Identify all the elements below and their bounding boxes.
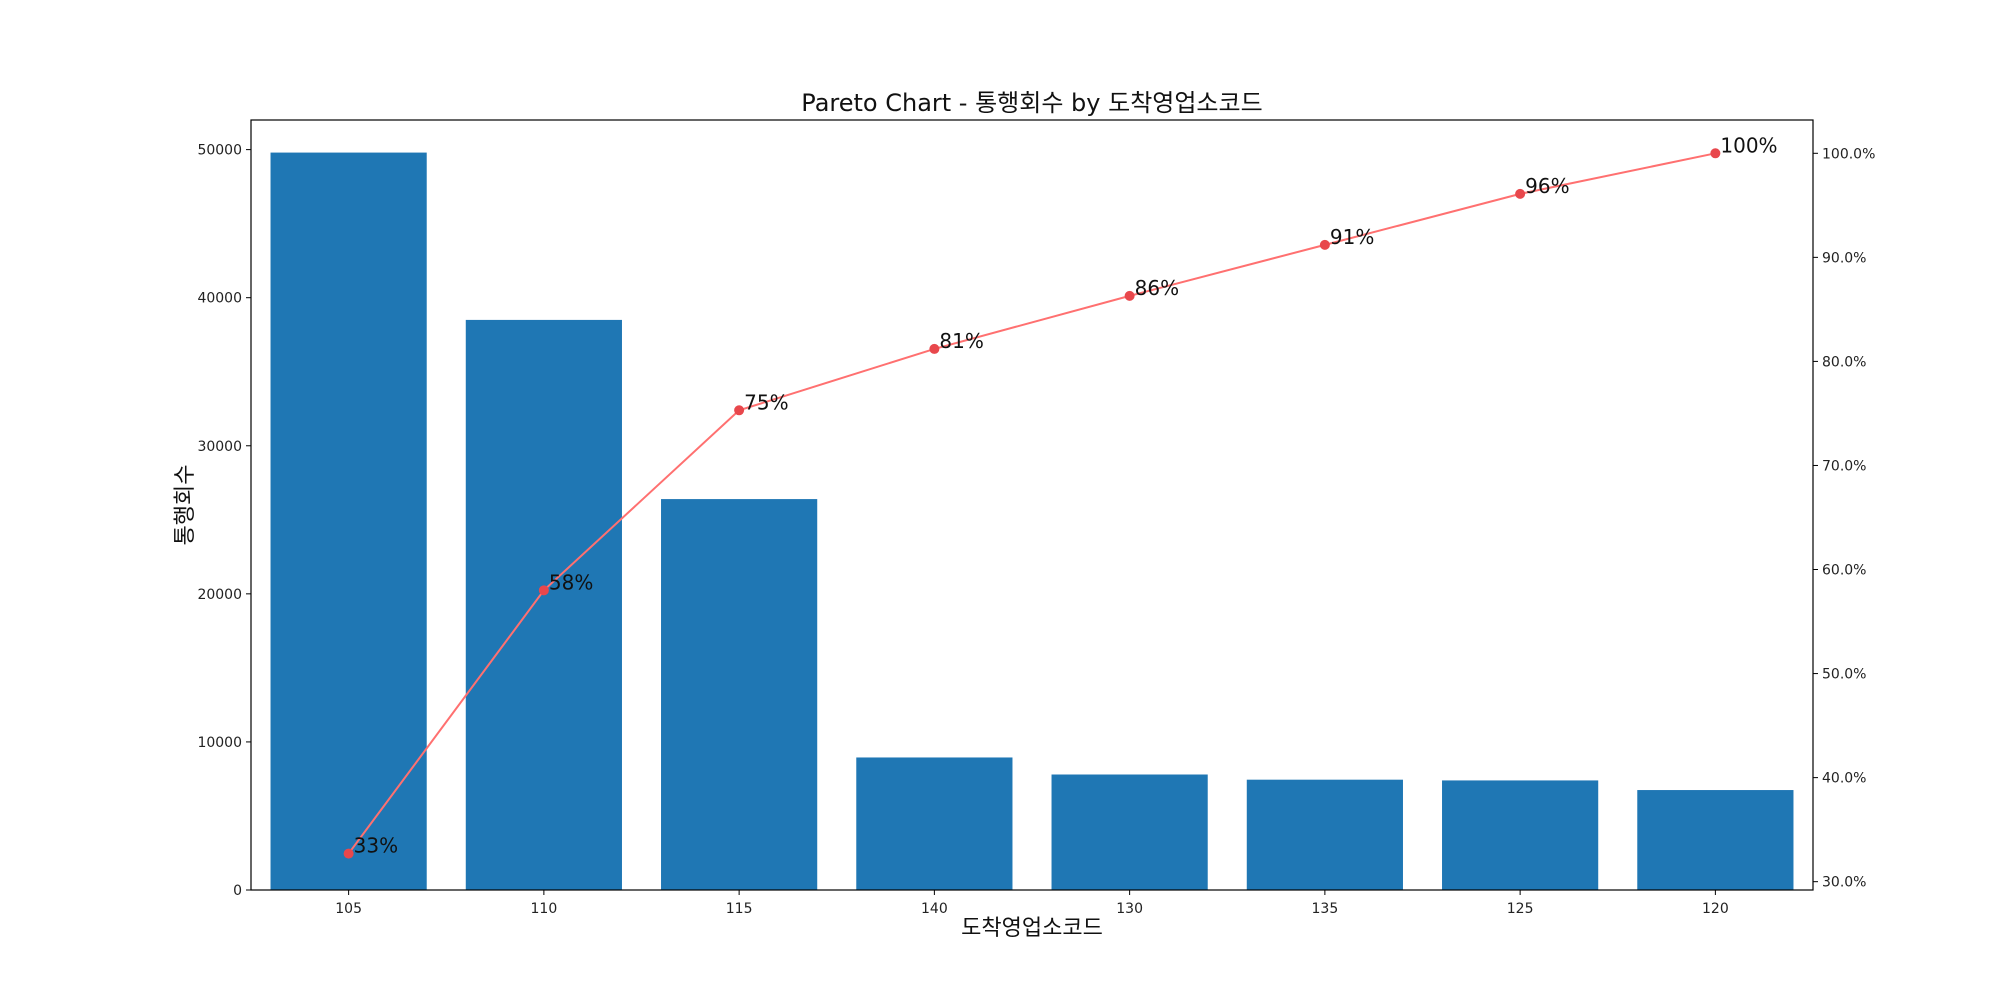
cumulative-point-105 xyxy=(343,848,354,859)
bar-115 xyxy=(661,499,818,890)
y2-tick-label-40: 40.0% xyxy=(1822,771,1866,787)
y2-tick-label-50: 50.0% xyxy=(1822,667,1866,683)
cumulative-line-series xyxy=(343,148,1721,859)
cumulative-percent-line xyxy=(347,152,1716,855)
bar-120 xyxy=(1637,790,1794,890)
bar-105 xyxy=(270,152,427,891)
cumulative-labels: 33% 58% 75% 81% 86% 91% 96% 100% xyxy=(354,133,1778,857)
plot-frame xyxy=(250,119,1814,891)
y-tick-label-20000: 20000 xyxy=(197,587,242,603)
cumulative-point-140 xyxy=(929,343,940,354)
cumulative-label-110: 58% xyxy=(549,570,593,594)
y-tick-label-50000: 50000 xyxy=(197,143,242,159)
x-tick-label-140: 140 xyxy=(921,901,948,917)
cumulative-point-110 xyxy=(538,585,549,596)
y2-tick-label-90: 90.0% xyxy=(1822,250,1866,266)
y2-tick-label-100: 100.0% xyxy=(1822,146,1875,162)
x-tick-label-125: 125 xyxy=(1507,901,1534,917)
cumulative-label-140: 81% xyxy=(939,329,983,353)
cumulative-point-120 xyxy=(1710,148,1721,159)
x-tick-label-130: 130 xyxy=(1116,901,1143,917)
cumulative-point-115 xyxy=(734,405,745,416)
bar-110 xyxy=(465,319,622,891)
bar-135 xyxy=(1246,779,1403,890)
bar-125 xyxy=(1442,780,1599,890)
bar-140 xyxy=(856,757,1013,890)
y-tick-label-40000: 40000 xyxy=(197,291,242,307)
y2-tick-label-60: 60.0% xyxy=(1822,563,1866,579)
y-axis-right: 30.0% 40.0% 50.0% 60.0% 70.0% 80.0% 90.0% 100.0… xyxy=(1813,146,1875,891)
x-axis-title: 도착영업소코드 xyxy=(961,916,1103,941)
cumulative-label-115: 75% xyxy=(744,390,788,414)
x-tick-label-135: 135 xyxy=(1312,901,1339,917)
cumulative-label-125: 96% xyxy=(1525,174,1569,198)
y-tick-label-0: 0 xyxy=(233,883,242,899)
y-axis-left: 0 10000 20000 30000 40000 50000 xyxy=(197,143,251,899)
y-axis-title: 통행회수 xyxy=(173,465,198,546)
cumulative-label-130: 86% xyxy=(1135,276,1179,300)
x-tick-label-120: 120 xyxy=(1702,901,1729,917)
cumulative-label-105: 33% xyxy=(354,834,398,858)
y-tick-label-10000: 10000 xyxy=(197,735,242,751)
chart-title: Pareto Chart - 통행회수 by 도착영업소코드 xyxy=(801,89,1262,117)
cumulative-point-130 xyxy=(1124,290,1135,301)
x-tick-label-105: 105 xyxy=(335,901,362,917)
y2-tick-label-30: 30.0% xyxy=(1822,875,1866,891)
cumulative-point-125 xyxy=(1515,188,1526,199)
y2-tick-label-70: 70.0% xyxy=(1822,458,1866,474)
x-tick-label-115: 115 xyxy=(726,901,753,917)
cumulative-point-135 xyxy=(1319,239,1330,250)
bar-130 xyxy=(1051,774,1208,890)
cumulative-label-120: 100% xyxy=(1720,133,1777,157)
x-tick-label-110: 110 xyxy=(531,901,558,917)
y2-tick-label-80: 80.0% xyxy=(1822,354,1866,370)
x-axis: 105 110 115 140 130 135 125 120 xyxy=(335,890,1729,917)
bar-series xyxy=(270,152,1794,891)
y-tick-label-30000: 30000 xyxy=(197,439,242,455)
cumulative-label-135: 91% xyxy=(1330,225,1374,249)
